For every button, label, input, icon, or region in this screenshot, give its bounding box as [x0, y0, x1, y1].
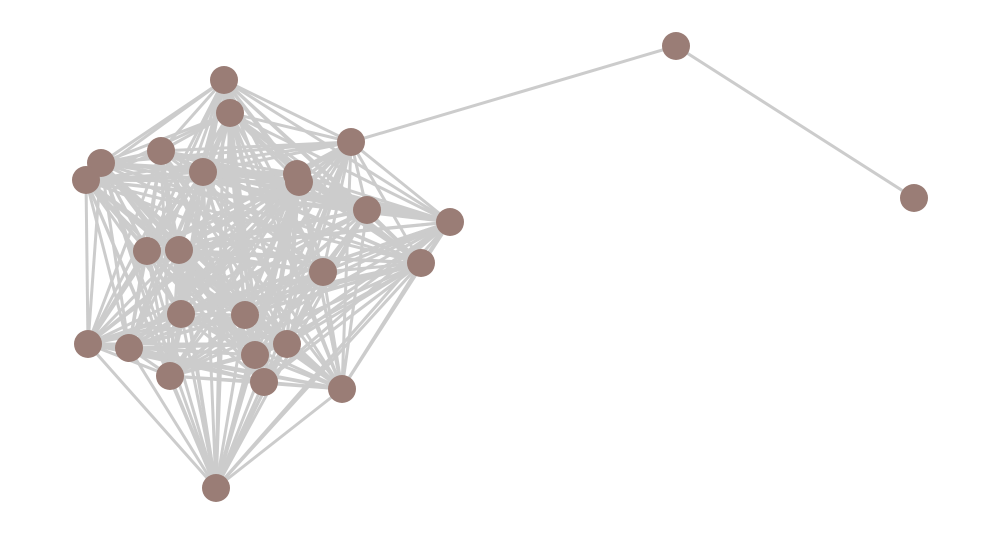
node-15[interactable]	[133, 237, 161, 265]
node-23[interactable]	[156, 362, 184, 390]
edge-10-17	[179, 181, 301, 315]
node-2[interactable]	[337, 128, 365, 156]
edge-20-25	[128, 346, 343, 391]
node-19[interactable]	[74, 330, 102, 358]
nodes-layer	[72, 32, 928, 502]
node-6[interactable]	[72, 166, 100, 194]
edge-18-19	[87, 313, 246, 346]
edge-14-25	[321, 271, 344, 390]
node-13[interactable]	[407, 249, 435, 277]
node-16[interactable]	[165, 236, 193, 264]
edge-20-22	[128, 346, 256, 357]
node-0[interactable]	[662, 32, 690, 60]
node-21[interactable]	[273, 330, 301, 358]
node-12[interactable]	[436, 208, 464, 236]
edge-6-19	[84, 179, 90, 345]
node-25[interactable]	[328, 375, 356, 403]
node-24[interactable]	[250, 368, 278, 396]
edge-2-3	[223, 78, 352, 144]
edge-3-12	[223, 78, 451, 224]
edge-25-26	[215, 387, 343, 490]
edge-15-19	[86, 250, 149, 345]
node-14[interactable]	[309, 258, 337, 286]
node-10[interactable]	[285, 168, 313, 196]
node-17[interactable]	[167, 300, 195, 328]
edge-22-26	[214, 354, 257, 489]
edge-10-21	[285, 181, 301, 345]
edge-17-19	[87, 312, 182, 346]
edge-22-23	[169, 353, 256, 378]
node-3[interactable]	[210, 66, 238, 94]
edge-15-20	[127, 250, 149, 349]
edge-22-25	[254, 353, 343, 391]
edge-19-26	[86, 343, 218, 489]
node-26[interactable]	[202, 474, 230, 502]
node-18[interactable]	[231, 301, 259, 329]
node-22[interactable]	[241, 341, 269, 369]
edge-13-19	[87, 261, 422, 346]
edge-17-21	[180, 312, 288, 346]
edge-14-22	[253, 271, 325, 356]
edge-3-15	[145, 79, 226, 252]
edge-16-20	[127, 249, 181, 349]
edge-13-26	[214, 261, 423, 490]
edge-24-26	[214, 381, 266, 489]
edge-7-19	[86, 150, 163, 345]
node-1[interactable]	[900, 184, 928, 212]
node-7[interactable]	[147, 137, 175, 165]
edge-13-23	[169, 261, 422, 378]
edge-23-26	[168, 375, 218, 489]
node-20[interactable]	[115, 334, 143, 362]
edge-13-24	[263, 261, 422, 384]
edge-13-16	[178, 248, 422, 265]
edge-0-2	[350, 44, 677, 144]
edge-10-16	[178, 180, 300, 252]
edge-4-12	[229, 111, 451, 224]
node-4[interactable]	[216, 99, 244, 127]
edge-14-16	[178, 248, 324, 274]
edge-2-12	[350, 140, 451, 224]
edge-20-26	[127, 347, 218, 489]
edge-12-16	[178, 220, 451, 252]
edge-0-1	[675, 44, 915, 200]
edge-6-20	[84, 179, 131, 349]
edge-13-25	[340, 262, 423, 390]
edges-layer	[84, 44, 915, 490]
node-8[interactable]	[189, 158, 217, 186]
edge-13-14	[322, 261, 422, 274]
edge-11-16	[178, 208, 368, 252]
edge-16-19	[86, 248, 181, 346]
node-11[interactable]	[353, 196, 381, 224]
